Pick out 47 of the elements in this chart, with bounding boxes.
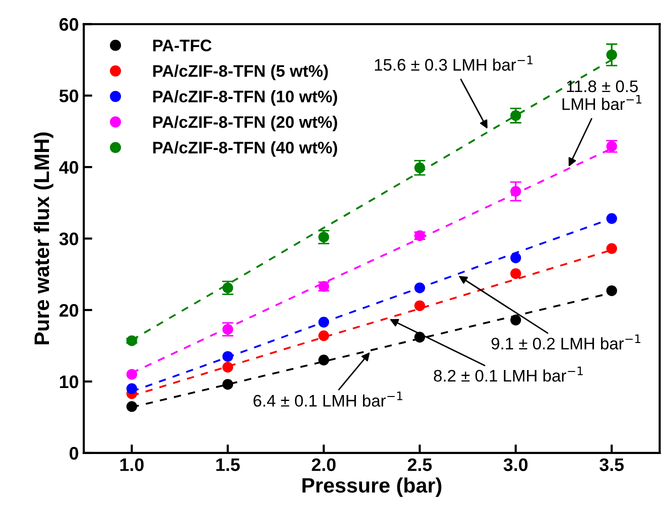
point (414, 300, 426, 312)
y-axis-title: Pure water flux (LMH) (34, 132, 54, 344)
legend-label: PA/cZIF-8-TFN (10 wt%) (153, 90, 338, 106)
point (222, 351, 234, 362)
annotation: 11.8 ± 0.5 LMH bar$^{−1}$ (562, 80, 642, 110)
point (318, 354, 330, 366)
point (510, 186, 522, 197)
point (126, 368, 138, 380)
point (510, 268, 522, 279)
x-axis-title: Pressure (bar) (302, 477, 442, 497)
y-tick-label: 30 (59, 232, 78, 246)
x-tick-label: 1.0 (120, 458, 144, 472)
x-tick-label: 3.0 (504, 458, 528, 472)
annotation: 6.4 ± 0.1 LMH bar$^{−1}$ (254, 392, 402, 407)
point (510, 252, 522, 264)
x-tick-label: 3.5 (600, 458, 624, 472)
x-tick-label: 2.0 (312, 458, 336, 472)
point (510, 110, 522, 121)
point (606, 49, 618, 60)
point (318, 330, 330, 342)
annotation: 15.6 ± 0.3 LMH bar$^{−1}$ (374, 56, 532, 71)
legend-label: PA/cZIF-8-TFN (5 wt%) (153, 64, 328, 80)
legend-label: PA-TFC (153, 40, 212, 52)
x-tick-label: 2.5 (408, 458, 432, 472)
point (126, 401, 138, 412)
y-tick-label: 40 (59, 161, 78, 174)
point (126, 383, 138, 394)
legend-label: PA/cZIF-8-TFN (40 wt%) (153, 141, 338, 157)
point (606, 285, 618, 296)
point (222, 362, 234, 373)
point (414, 162, 426, 174)
point (606, 213, 618, 224)
annotation: 9.1 ± 0.2 LMH bar$^{−1}$ (492, 334, 640, 350)
legend-label: PA/cZIF-8-TFN (20 wt%) (153, 116, 338, 132)
point (606, 243, 618, 254)
annotation: 8.2 ± 0.1 LMH bar$^{−1}$ (434, 366, 583, 382)
point (510, 314, 522, 326)
point (222, 378, 234, 390)
point (318, 316, 330, 328)
y-tick-label: 50 (59, 90, 78, 102)
y-tick-label: 0 (70, 446, 78, 460)
y-tick-label: 20 (59, 304, 78, 317)
point (414, 282, 426, 294)
point (126, 335, 138, 346)
y-tick-label: 10 (60, 375, 78, 388)
y-tick-label: 60 (60, 18, 78, 31)
x-tick-label: 1.5 (216, 458, 240, 472)
